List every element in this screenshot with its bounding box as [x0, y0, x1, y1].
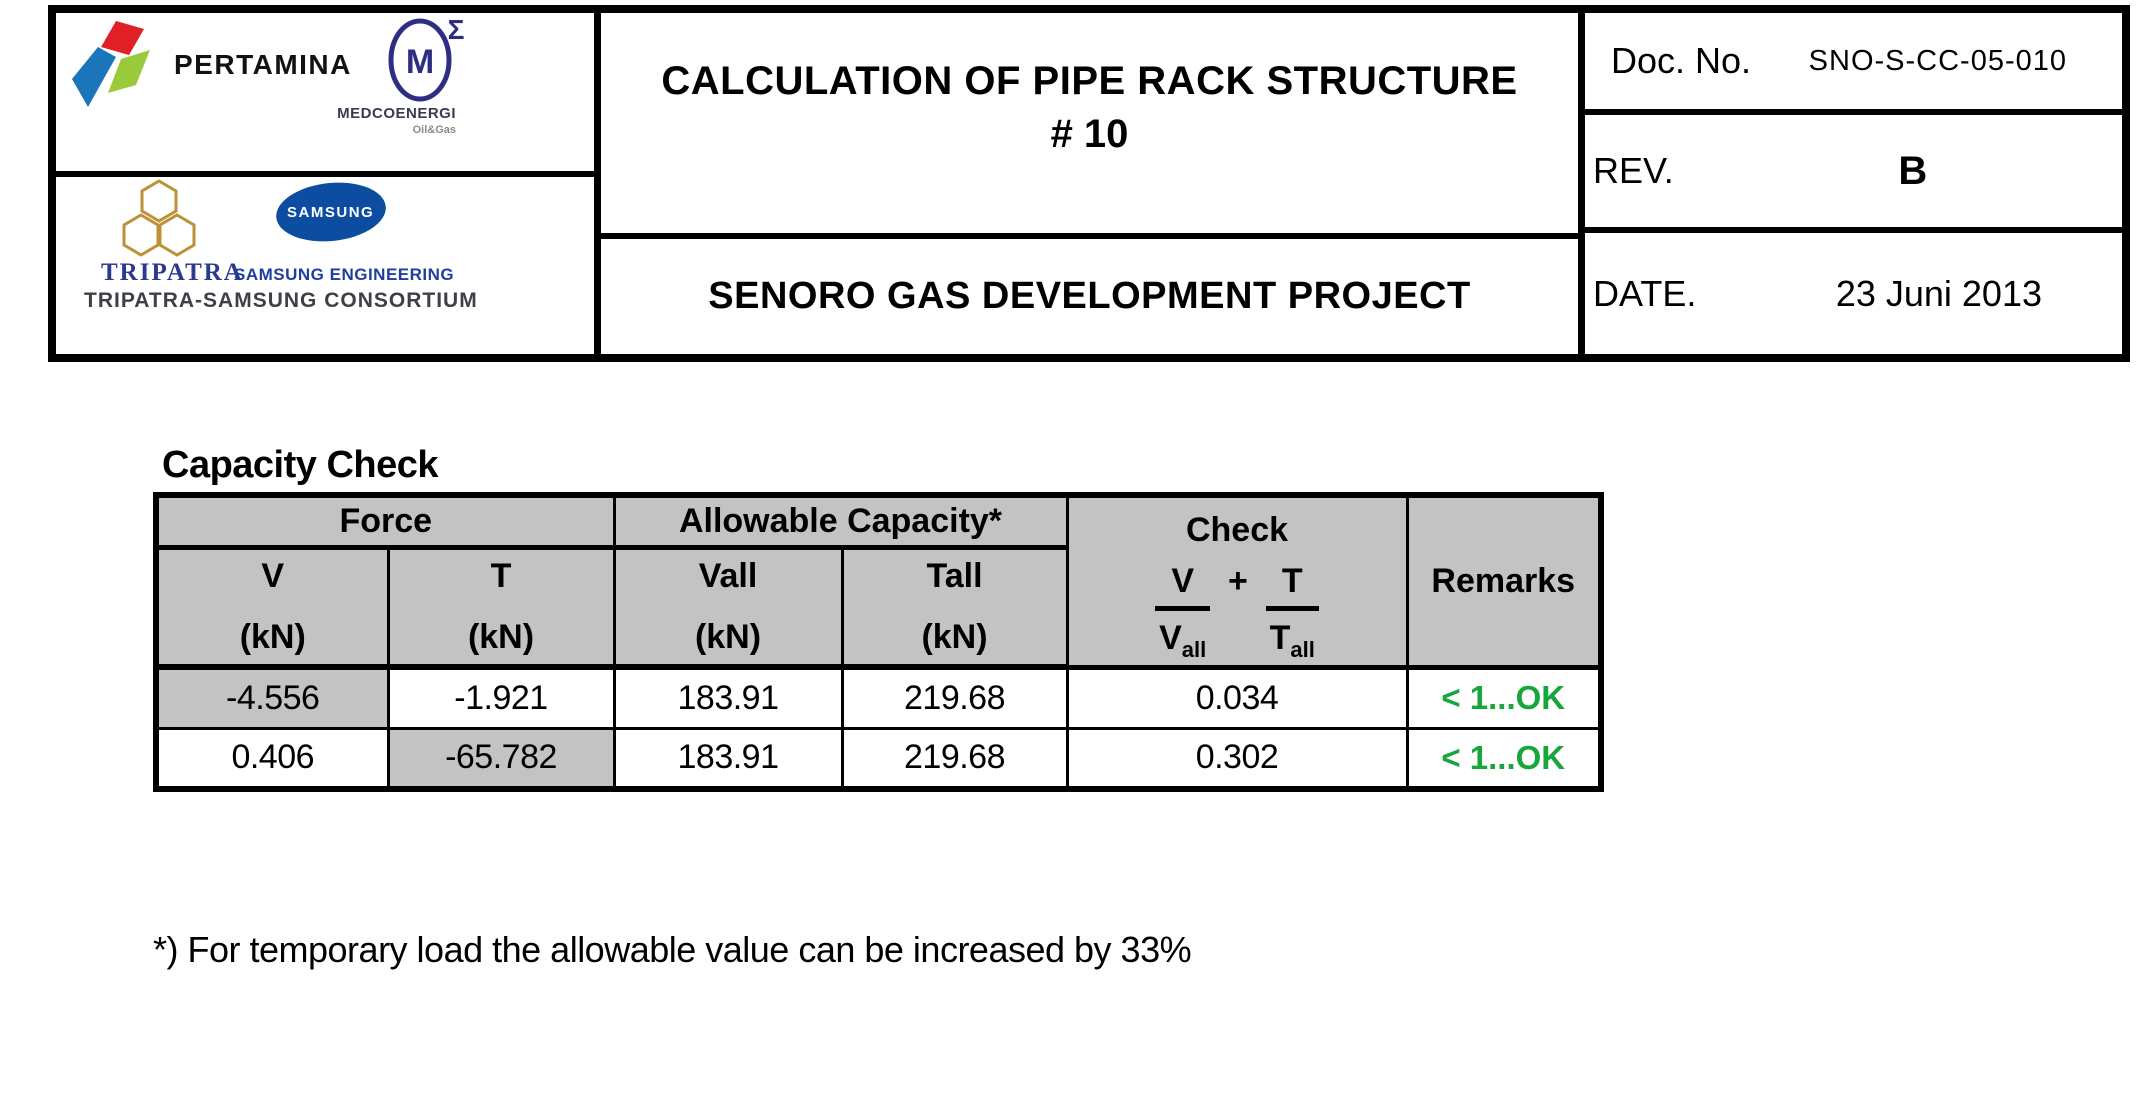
pertamina-logo-icon — [72, 21, 150, 107]
svg-text:M: M — [406, 43, 434, 81]
rev-row: REV. B — [1585, 115, 2122, 233]
section-heading: Capacity Check — [162, 444, 439, 486]
date-row: DATE. 23 Juni 2013 — [1585, 233, 2122, 354]
check-header: Check V Vall + T Tall — [1065, 493, 1409, 670]
formula-v-denominator: Vall — [1159, 619, 1207, 663]
client-logos-cell: PERTAMINA M Σ MEDCOENERGI Oil&Gas — [56, 13, 594, 177]
capacity-check-table: Force Allowable Capacity* Check V Vall + — [153, 492, 1604, 792]
remark-cell: < 1...OK — [1405, 665, 1603, 730]
consortium-label: TRIPATRA-SAMSUNG CONSORTIUM — [84, 289, 478, 312]
tall-column-header: Tall (kN) — [840, 545, 1069, 670]
t-value-cell: -65.782 — [386, 726, 616, 791]
check-formula: V Vall + T Tall — [1155, 562, 1319, 663]
v-value-cell: 0.406 — [154, 726, 390, 791]
vall-column-header: Vall (kN) — [612, 545, 844, 670]
samsung-logo-icon: SAMSUNG — [273, 177, 389, 247]
allowable-group-header: Allowable Capacity* — [612, 493, 1069, 550]
remark-cell: < 1...OK — [1405, 726, 1603, 791]
t-column-header: T (kN) — [386, 545, 616, 670]
rev-value: B — [1898, 148, 1928, 193]
title-column: CALCULATION OF PIPE RACK STRUCTURE # 10 … — [601, 13, 1585, 354]
t-value-cell: -1.921 — [386, 665, 616, 730]
medcoenergi-oilgas-label: Oil&Gas — [412, 124, 456, 136]
samsung-engineering-label: SAMSUNG ENGINEERING — [234, 265, 455, 284]
doc-no-value: SNO-S-CC-05-010 — [1808, 44, 2067, 77]
check-value-cell: 0.302 — [1065, 726, 1409, 791]
pertamina-wordmark: PERTAMINA — [174, 49, 352, 80]
svg-text:Σ: Σ — [448, 15, 465, 45]
title-block: PERTAMINA M Σ MEDCOENERGI Oil&Gas SAMSUN… — [48, 5, 2130, 362]
logo-column: PERTAMINA M Σ MEDCOENERGI Oil&Gas SAMSUN… — [56, 13, 601, 354]
force-group-header: Force — [154, 493, 616, 550]
date-value: 23 Juni 2013 — [1835, 272, 2042, 314]
v-column-header: V (kN) — [154, 545, 390, 670]
formula-plus-sign: + — [1228, 562, 1248, 601]
doc-no-row: Doc. No. SNO-S-CC-05-010 — [1585, 13, 2122, 115]
table-row: 0.406 -65.782 183.91 219.68 0.302 < 1...… — [154, 726, 1603, 791]
remarks-header: Remarks — [1405, 493, 1603, 670]
v-value-cell: -4.556 — [154, 665, 390, 730]
check-label: Check — [1185, 511, 1289, 550]
formula-t-denominator: Tall — [1269, 619, 1315, 663]
rev-label: REV. — [1593, 150, 1674, 191]
contractor-logos-cell: SAMSUNG TRIPATRA SAMSUNG ENGINEERING TRI… — [56, 177, 594, 354]
vall-value-cell: 183.91 — [612, 665, 844, 730]
document-title-number: # 10 — [1050, 112, 1129, 156]
formula-t-numerator: T — [1265, 564, 1319, 612]
column-header-row: V (kN) T (kN) Vall (kN) Tall (kN) — [154, 545, 1601, 670]
medcoenergi-wordmark: MEDCOENERGI — [337, 105, 456, 122]
vall-value-cell: 183.91 — [612, 726, 844, 791]
document-title: CALCULATION OF PIPE RACK STRUCTURE — [661, 59, 1518, 103]
check-value-cell: 0.034 — [1065, 665, 1409, 730]
date-label: DATE. — [1593, 272, 1697, 314]
meta-column: Doc. No. SNO-S-CC-05-010 REV. B DATE. 23… — [1585, 13, 2122, 354]
footnote-allowable: *) For temporary load the allowable valu… — [153, 929, 1192, 970]
samsung-wordmark: SAMSUNG — [287, 203, 375, 221]
group-header-row: Force Allowable Capacity* Check V Vall + — [154, 493, 1603, 670]
notes-block: *) For temporary load the allowable valu… — [153, 800, 1627, 1098]
table-row: -4.556 -1.921 183.91 219.68 0.034 < 1...… — [154, 665, 1603, 730]
document-title-cell: CALCULATION OF PIPE RACK STRUCTURE # 10 — [601, 13, 1578, 239]
formula-v-numerator: V — [1155, 564, 1211, 612]
tall-value-cell: 219.68 — [840, 726, 1069, 791]
medcoenergi-logo-icon: M Σ — [388, 15, 465, 102]
tall-value-cell: 219.68 — [840, 665, 1069, 730]
tripatra-logo-icon — [122, 179, 196, 257]
tripatra-wordmark: TRIPATRA — [101, 259, 244, 286]
project-name-cell: SENORO GAS DEVELOPMENT PROJECT — [601, 239, 1578, 354]
project-name: SENORO GAS DEVELOPMENT PROJECT — [708, 275, 1471, 317]
doc-no-label: Doc. No. — [1611, 40, 1752, 81]
